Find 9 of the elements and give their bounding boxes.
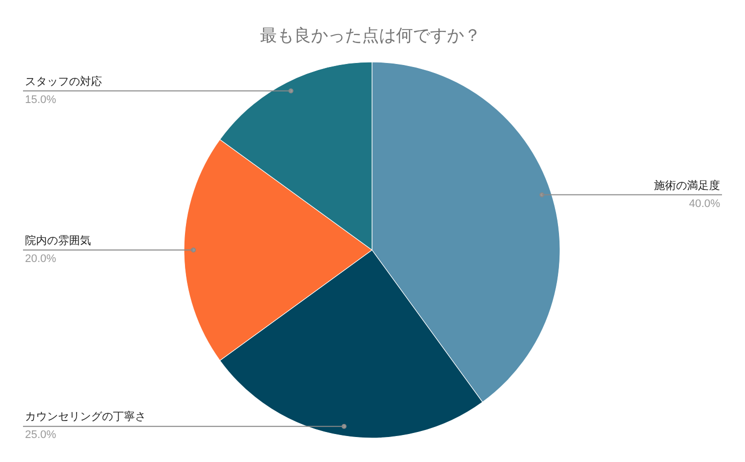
data-label: 25.0% <box>25 429 56 441</box>
chart-title: 最も良かった点は何ですか？ <box>260 26 481 45</box>
data-label: 20.0% <box>25 253 56 265</box>
data-label: 40.0% <box>689 198 720 210</box>
data-label: 15.0% <box>25 94 56 106</box>
slice-label: 施術の満足度 <box>654 179 720 192</box>
slice-label: スタッフの対応 <box>25 75 102 88</box>
slice-label: 院内の雰囲気 <box>25 234 91 247</box>
slice-label: カウンセリングの丁寧さ <box>25 410 146 423</box>
